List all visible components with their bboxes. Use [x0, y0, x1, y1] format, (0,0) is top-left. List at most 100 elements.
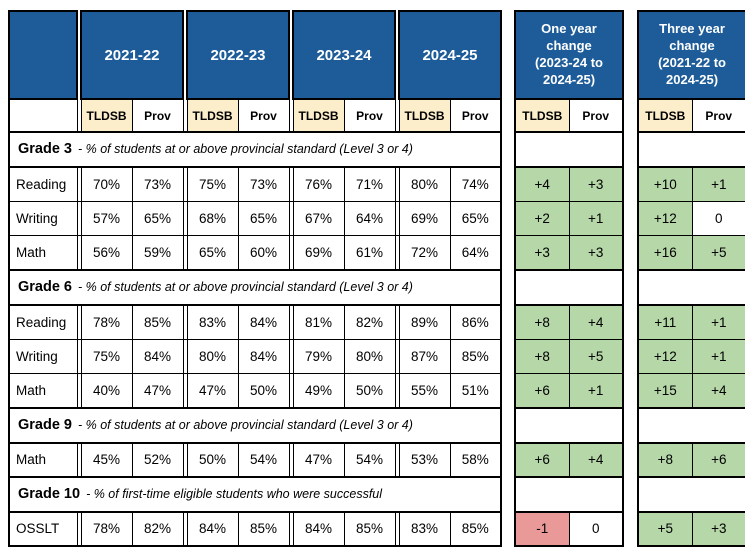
table-row: Writing 57% 65% 68% 65% 67% 64% 69% 65%: [8, 200, 502, 236]
prov-column-header: Prov: [131, 98, 184, 133]
score-cell: 82%: [131, 511, 184, 547]
header-line: (2023-24 to: [535, 55, 603, 70]
change-cell: +4: [568, 442, 625, 478]
row-label-header: [8, 98, 78, 133]
year-header: 2023-24: [292, 10, 396, 100]
section-spacer: [637, 269, 745, 306]
score-cell: 89%: [398, 304, 451, 340]
change-cell: +3: [568, 166, 625, 202]
score-cell: 52%: [131, 442, 184, 478]
section-spacer: [513, 407, 625, 444]
change-cell: +2: [514, 200, 570, 236]
section-spacer: [637, 476, 745, 513]
section-spacer: [637, 131, 745, 168]
column-spacer: [183, 11, 187, 99]
score-cell: 55%: [398, 373, 451, 409]
change-cell: +6: [514, 442, 570, 478]
table-row: Writing 75% 84% 80% 84% 79% 80% 87% 85%: [8, 338, 502, 374]
score-cell: 51%: [449, 373, 502, 409]
table-row: Math 45% 52% 50% 54% 47% 54% 53% 58%: [8, 442, 502, 478]
three-year-change-table: Three year change (2021-22 to 2024-25) T…: [637, 10, 745, 547]
change-cell: +4: [514, 166, 570, 202]
score-cell: 67%: [292, 200, 345, 236]
score-cell: 53%: [398, 442, 451, 478]
change-cell: +6: [514, 373, 570, 409]
column-spacer: [395, 99, 399, 133]
score-cell: 70%: [80, 166, 133, 202]
score-cell: 78%: [80, 511, 133, 547]
score-cell: 45%: [80, 442, 133, 478]
table-row: +8 +4: [514, 304, 625, 340]
change-cell: +5: [568, 338, 625, 374]
score-cell: 65%: [186, 235, 239, 271]
table-row: +6 +1: [514, 373, 625, 409]
score-cell: 75%: [80, 338, 133, 374]
score-cell: 83%: [186, 304, 239, 340]
section-note: - % of students at or above provincial s…: [78, 142, 413, 157]
score-cell: 64%: [343, 200, 396, 236]
change-cell: +1: [691, 304, 745, 340]
section-note: - % of students at or above provincial s…: [78, 280, 413, 295]
score-cell: 40%: [80, 373, 133, 409]
change-cell: 0: [568, 511, 625, 547]
table-row: Math 56% 59% 65% 60% 69% 61% 72% 64%: [8, 235, 502, 271]
section-spacer: [513, 269, 625, 306]
table-row: +16 +5: [637, 235, 745, 271]
row-label: Math: [8, 442, 78, 478]
score-cell: 69%: [292, 235, 345, 271]
score-cell: 64%: [449, 235, 502, 271]
change-cell: +1: [691, 338, 745, 374]
table-row: +3 +3: [514, 235, 625, 271]
row-label: Reading: [8, 304, 78, 340]
column-spacer: [183, 511, 187, 547]
header-line: 2024-25): [666, 71, 719, 87]
prov-column-header: Prov: [449, 98, 502, 133]
row-label: Reading: [8, 166, 78, 202]
header-line: One year: [541, 21, 597, 37]
score-cell: 80%: [343, 338, 396, 374]
score-cell: 72%: [398, 235, 451, 271]
header-line: change: [669, 38, 715, 54]
score-cell: 56%: [80, 235, 133, 271]
row-label: Writing: [8, 200, 78, 236]
score-cell: 84%: [237, 338, 290, 374]
table-row: +8 +5: [514, 338, 625, 374]
table-row: OSSLT 78% 82% 84% 85% 84% 85% 83% 85%: [8, 511, 502, 547]
tldsb-column-header: TLDSB: [514, 98, 570, 133]
section-note: - % of first-time eligible students who …: [86, 487, 383, 502]
table-row: +15 +4: [637, 373, 745, 409]
section-row-grade-3: Grade 3 - % of students at or above provi…: [8, 131, 502, 168]
tldsb-column-header: TLDSB: [292, 98, 345, 133]
column-spacer: [289, 11, 293, 99]
section-spacer: [637, 407, 745, 444]
section-row-grade-9: Grade 9 - % of students at or above provi…: [8, 407, 502, 444]
score-cell: 50%: [237, 373, 290, 409]
score-cell: 59%: [131, 235, 184, 271]
header-line: Three year: [659, 21, 725, 37]
score-cell: 80%: [398, 166, 451, 202]
table-row: +2 +1: [514, 200, 625, 236]
column-spacer: [77, 511, 81, 547]
score-cell: 84%: [131, 338, 184, 374]
change-cell: +3: [568, 235, 625, 271]
change-cell: +8: [514, 338, 570, 374]
three-year-change-header: Three year change (2021-22 to 2024-25): [637, 10, 745, 100]
score-cell: 82%: [343, 304, 396, 340]
score-cell: 47%: [186, 373, 239, 409]
section-header: Grade 6 - % of students at or above provi…: [8, 269, 502, 306]
score-cell: 54%: [343, 442, 396, 478]
score-cell: 84%: [292, 511, 345, 547]
section-title: Grade 9: [18, 417, 72, 434]
table-row: +6 +4: [514, 442, 625, 478]
score-cell: 69%: [398, 200, 451, 236]
row-label: OSSLT: [8, 511, 78, 547]
score-cell: 68%: [186, 200, 239, 236]
score-cell: 61%: [343, 235, 396, 271]
score-cell: 80%: [186, 338, 239, 374]
one-year-change-header: One year change (2023-24 to 2024-25): [513, 10, 625, 100]
section-title: Grade 3: [18, 141, 72, 158]
score-cell: 85%: [343, 511, 396, 547]
table-row: +5 +3: [637, 511, 745, 547]
score-cell: 83%: [398, 511, 451, 547]
